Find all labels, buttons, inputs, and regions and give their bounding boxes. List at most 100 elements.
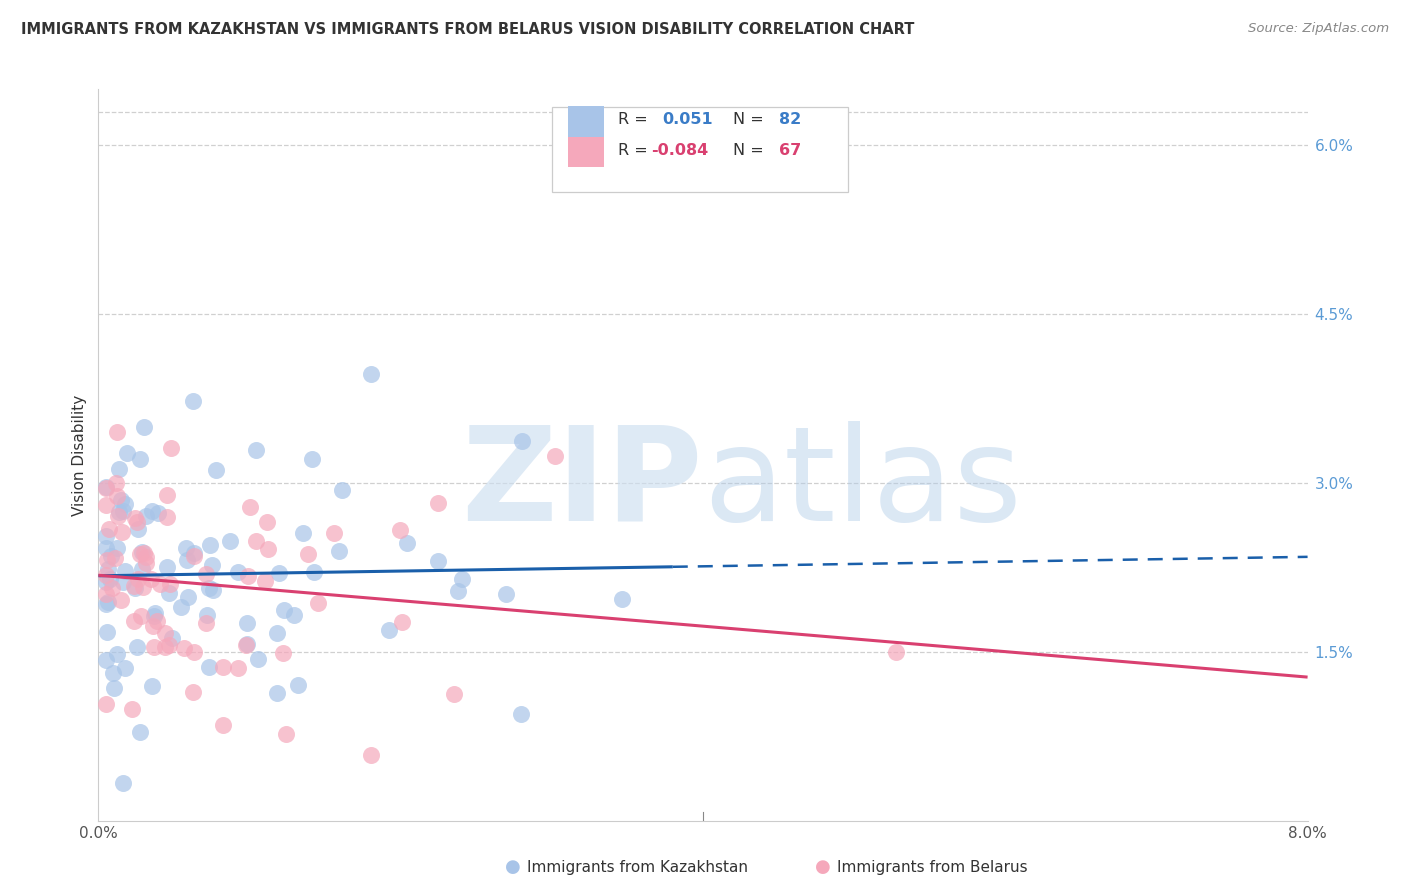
Point [426,554,449,568]
Point [98,522,121,536]
Point [135,557,157,571]
Point [129,452,152,467]
Point [253,574,276,589]
Point [121,702,143,716]
Point [153,640,176,655]
Point [100,549,122,563]
Point [94,653,117,667]
Point [198,538,221,552]
Point [183,645,205,659]
Point [142,619,165,633]
Point [112,575,135,590]
Point [153,626,176,640]
Point [110,592,132,607]
Point [239,500,262,515]
Point [211,718,233,732]
Point [131,545,153,559]
Point [391,615,413,629]
Point [509,706,531,721]
Point [132,580,155,594]
Point [149,577,172,591]
Point [108,505,131,519]
Point [297,547,319,561]
Point [323,526,346,541]
Point [135,550,157,565]
Text: 0.051: 0.051 [662,112,713,128]
Point [96,586,118,600]
Point [183,546,205,560]
Point [266,625,288,640]
Point [111,504,134,518]
Point [257,541,280,556]
Point [125,515,148,529]
Point [201,583,224,598]
Point [104,551,127,566]
Point [447,583,470,598]
Point [236,569,259,583]
Point [183,549,205,563]
Point [94,480,117,494]
Text: -0.084: -0.084 [651,143,709,158]
Point [212,659,235,673]
Point [143,606,166,620]
Point [427,496,450,510]
Point [97,595,120,609]
Point [388,524,411,538]
Point [117,446,139,460]
Point [142,609,165,624]
Point [544,449,567,463]
Point [170,600,193,615]
Point [236,637,259,651]
Point [98,573,121,587]
Point [287,678,309,692]
Point [181,394,204,409]
Point [94,575,117,590]
Point [283,607,305,622]
Point [94,529,117,543]
Point [141,679,163,693]
Y-axis label: Vision Disability: Vision Disability [72,394,87,516]
Point [94,697,117,711]
Point [197,582,219,596]
Point [132,546,155,560]
Point [132,420,155,434]
Point [256,515,278,529]
Point [142,640,165,654]
Text: ●: ● [814,858,831,876]
Point [304,566,326,580]
Point [273,603,295,617]
Point [235,638,257,652]
Point [94,541,117,556]
Point [177,591,200,605]
Point [236,615,259,630]
Point [395,535,418,549]
Point [156,560,179,574]
Point [194,566,217,581]
Point [111,775,134,789]
Point [108,462,131,476]
Point [105,425,128,440]
Point [174,541,197,555]
Point [107,508,129,523]
Point [129,608,152,623]
Point [884,645,907,659]
Point [124,579,146,593]
Point [157,586,180,600]
Point [194,615,217,630]
Point [612,591,634,606]
Point [114,661,136,675]
Point [141,504,163,518]
Point [495,587,517,601]
Point [160,441,183,455]
Text: 67: 67 [779,143,801,158]
Point [122,614,145,628]
Point [205,463,228,477]
Point [200,558,222,573]
Point [96,553,118,567]
Text: Immigrants from Belarus: Immigrants from Belarus [837,860,1028,874]
FancyBboxPatch shape [568,136,603,168]
Point [111,524,134,539]
Point [127,572,149,586]
Text: Immigrants from Kazakhstan: Immigrants from Kazakhstan [527,860,748,874]
Point [114,564,136,578]
